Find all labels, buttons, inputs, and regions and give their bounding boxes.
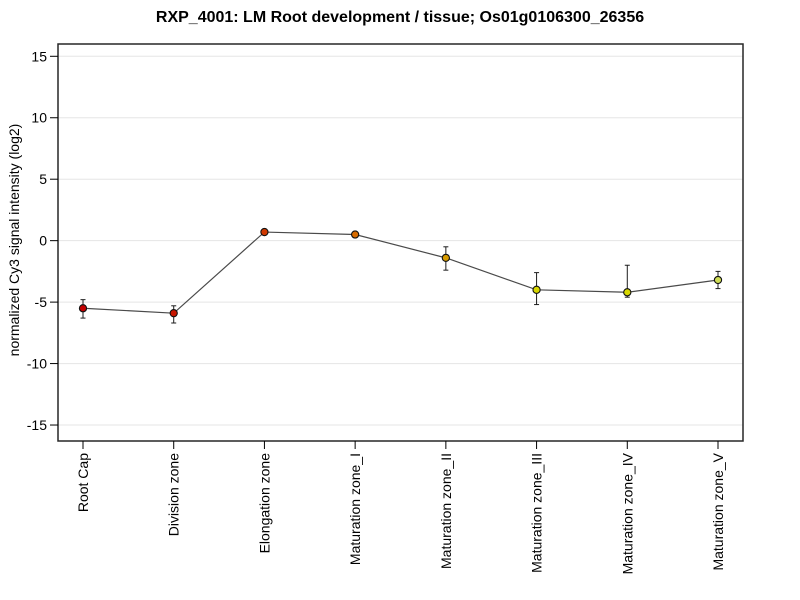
chart-title: RXP_4001: LM Root development / tissue; … [155,9,645,26]
x-tick-label: Elongation zone [256,453,272,554]
data-point [713,275,723,285]
plot-frame [57,43,744,442]
x-tick-label: Maturation zone_II [438,453,454,569]
data-point [350,230,360,239]
y-tick-label: 0 [39,233,47,249]
x-tick-label: Maturation zone_III [529,453,545,573]
y-tick-label: -10 [27,356,47,372]
y-tick-label: 5 [39,171,47,187]
data-point [623,288,632,297]
x-tick-label: Maturation zone_V [710,452,726,570]
series-line [82,231,719,314]
x-tick-label: Maturation zone_IV [619,452,635,574]
data-point [260,227,269,237]
y-tick-label: -15 [27,417,47,433]
data-point [441,253,451,263]
y-tick-label: -5 [35,294,48,310]
y-tick-label: 15 [31,48,47,64]
data-point [169,309,178,318]
x-tick-label: Root Cap [75,453,91,512]
y-tick-label: 10 [31,110,47,126]
data-point [78,304,88,313]
x-tick-label: Division zone [166,453,182,536]
x-tick-label: Maturation zone_I [347,453,363,565]
data-point [532,285,541,294]
